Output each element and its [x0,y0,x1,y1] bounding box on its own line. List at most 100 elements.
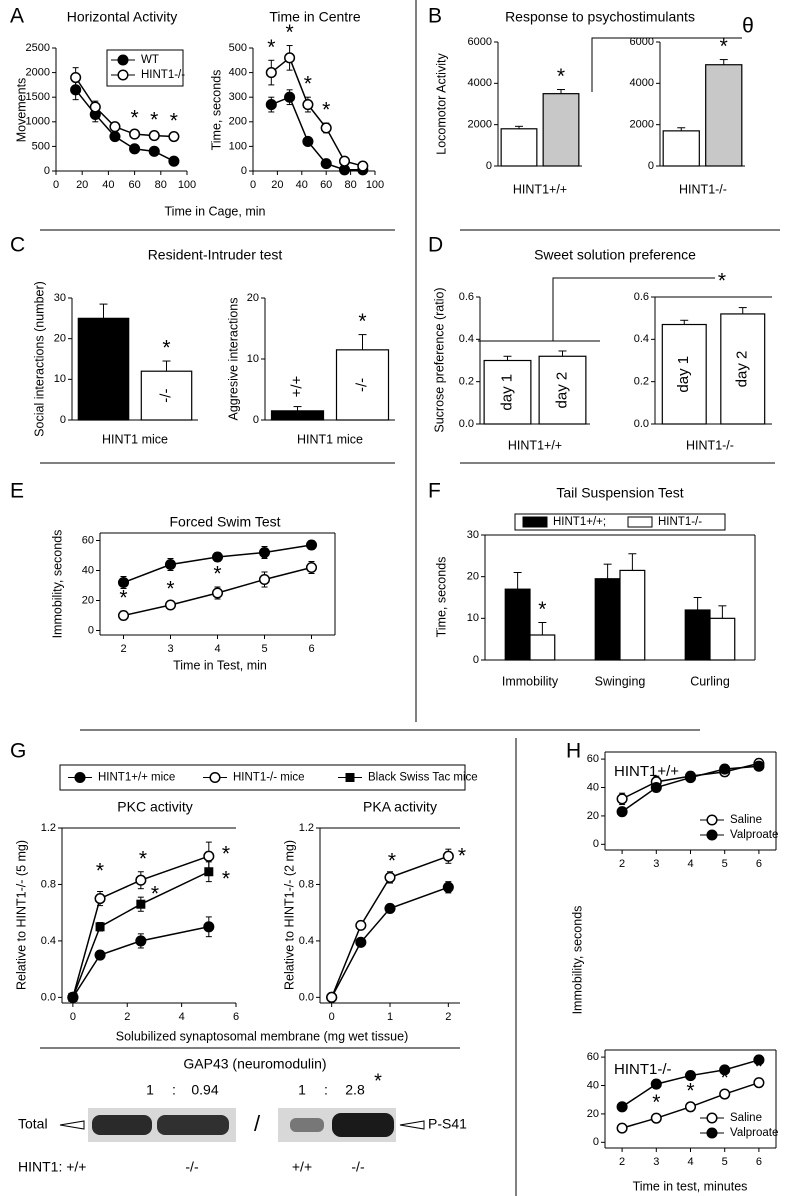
marker [442,850,454,862]
marker [616,1101,628,1113]
x-tick-label: 80 [344,179,356,191]
legend-marker [117,69,129,81]
marker [94,949,106,961]
x-tick-label: 5 [261,643,267,655]
y-tick-label: 0 [486,160,492,172]
ratio: : [324,1082,328,1098]
panel-letter: A [10,5,24,28]
x-tick-label: 4 [214,643,220,655]
x-axis-label: HINT1 mice [102,432,168,446]
y-tick-label: 0.8 [299,878,314,890]
legend-marker [209,771,221,784]
panel-letter: B [428,5,442,28]
y-tick-label: 0.6 [459,291,474,303]
y-tick-label: 0.0 [634,418,649,430]
x-tick-label: 2 [445,1011,451,1023]
ratio: 0.94 [191,1082,218,1098]
y-tick-label: 60 [82,534,94,546]
panel-title: Resident-Intruder test [148,247,283,263]
annotation: * [267,36,275,59]
y-tick-label: 0.8 [41,878,56,890]
marker [129,143,141,155]
y-tick-label: 300 [229,91,247,103]
x-tick-label: 60 [320,179,332,191]
x-axis-label: Time in Test, min [173,658,267,672]
panel-title: Sweet solution preference [534,247,696,263]
category-label: +/+ [94,358,111,380]
annotation: * [170,110,178,133]
x-tick-label: Swinging [595,674,646,688]
y-tick-label: 30 [54,292,66,304]
marker [320,158,332,170]
ratio: : [172,1082,176,1098]
annotation: * [304,73,312,96]
annotation: * [721,1067,729,1090]
annotation: * [139,848,147,871]
marker [136,899,146,909]
x-tick-label: 3 [167,643,173,655]
annotation: * [151,883,159,906]
y-tick-label: 60 [587,1051,599,1063]
legend-box [59,764,466,791]
bar [500,128,538,167]
annotation: θ [742,15,754,38]
category-label: day 1 [675,356,692,393]
marker [148,130,160,142]
legend-swatch [522,516,548,528]
asterisk: * [374,1070,382,1092]
marker [211,587,224,599]
annotation: * [260,548,268,571]
series-line [72,871,210,998]
legend-label: Valproate [730,829,778,841]
category-label: +/+ [288,375,305,397]
y-tick-label: 6000 [468,36,492,48]
annotation: * [618,1101,626,1124]
y-tick-label: 10 [54,373,66,385]
legend-marker [706,1127,718,1139]
x-axis-label: Time in test, minutes [633,1179,748,1193]
marker [211,551,224,563]
y-tick-label: 20 [247,292,259,304]
legend-marker [74,771,86,784]
marker [95,922,105,932]
bar [662,130,700,167]
annotation: * [755,1055,763,1078]
bar [270,410,325,421]
marker [265,99,277,111]
bar [483,359,532,425]
y-tick-label: 20 [467,571,479,583]
y-tick-label: 6000 [630,36,654,48]
marker [650,1078,662,1090]
y-tick-label: 0 [88,624,94,636]
y-axis-label: Sucrose preference (ratio) [432,287,446,432]
y-axis-label: Time, seconds [209,70,223,151]
y-tick-label: 0 [593,1136,599,1148]
legend-label: HINT1+/+ mice [98,772,175,784]
x-tick-label: 3 [653,858,659,870]
x-tick-label: 100 [366,179,384,191]
legend-label: HINT1-/- [658,516,702,528]
x-tick-label: 40 [296,179,308,191]
y-axis-label: Time, seconds [434,557,448,638]
series-line [331,886,449,998]
annotation: * [358,310,366,333]
x-axis-label: Time in Cage, min [165,204,266,218]
annotation: * [150,109,158,132]
x-tick-label: 4 [179,1011,185,1023]
panel-letter: H [566,740,581,763]
x-tick-label: 2 [619,858,625,870]
ratio: 1 [146,1082,154,1098]
y-tick-label: 0.0 [459,418,474,430]
y-tick-label: 0 [241,165,247,177]
chart-title: PKA activity [363,799,437,815]
y-tick-label: 0 [253,414,259,426]
panel-letter: C [10,234,25,257]
annotation: * [557,65,565,88]
y-tick-label: 0 [44,165,50,177]
x-tick-label: 1 [387,1011,393,1023]
marker [117,576,130,589]
category-label: day 1 [498,374,515,411]
annotation: * [388,850,396,873]
y-tick-label: 40 [587,1079,599,1091]
